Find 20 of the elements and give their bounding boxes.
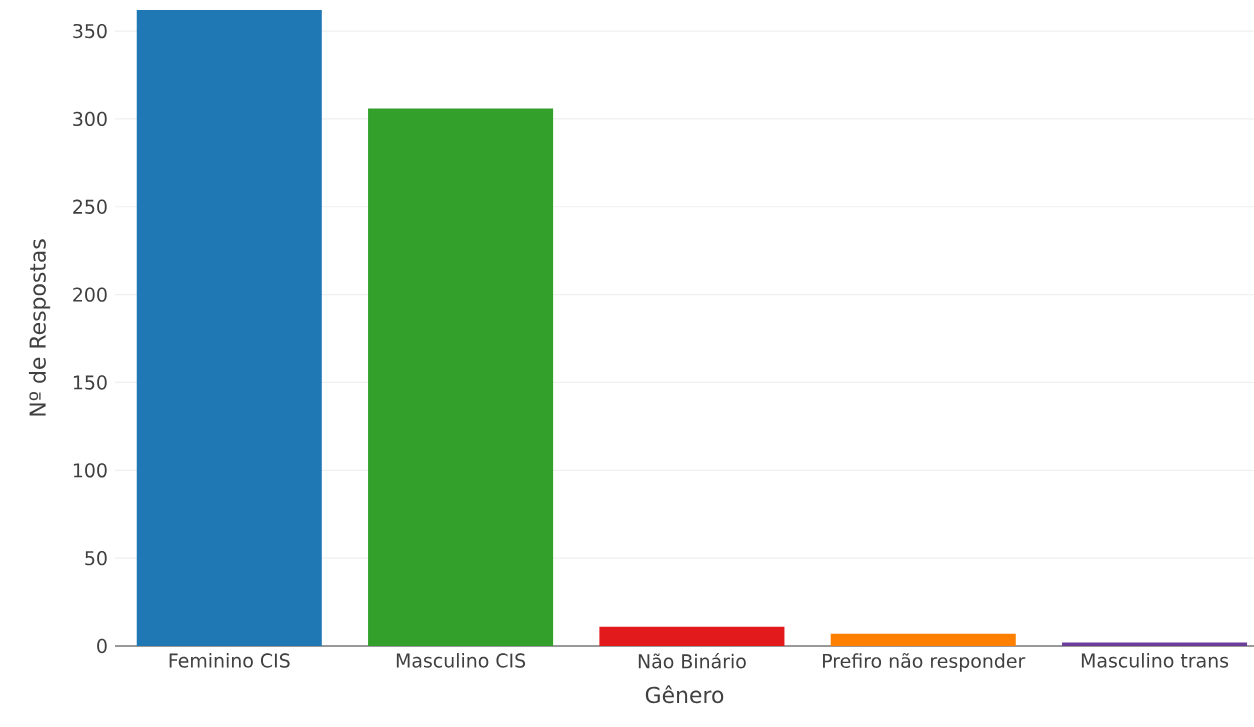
x-tick-label: Feminino CIS	[169, 653, 290, 668]
bar	[1062, 642, 1248, 646]
y-tick-label: 300	[73, 111, 107, 127]
y-tick-label: 150	[73, 375, 107, 390]
bar	[830, 633, 1016, 646]
bar	[136, 9, 322, 646]
x-tick-label: Não Binário	[638, 653, 746, 669]
x-axis-title: Gênero	[645, 685, 724, 704]
y-tick-label: 350	[73, 23, 107, 39]
bar	[599, 626, 785, 646]
bar	[368, 108, 554, 646]
x-tick-label: Masculino CIS	[396, 653, 526, 668]
y-axis-title: Nº de Respostas	[28, 239, 51, 416]
x-tick-label: Prefiro não responder	[823, 653, 1026, 672]
y-tick-label: 250	[73, 199, 107, 214]
y-tick-label: 50	[85, 550, 107, 566]
y-tick-label: 100	[73, 463, 107, 478]
y-tick-label: 0	[97, 638, 107, 654]
x-tick-label: Masculino trans	[1081, 653, 1229, 668]
y-tick-label: 200	[73, 287, 107, 302]
